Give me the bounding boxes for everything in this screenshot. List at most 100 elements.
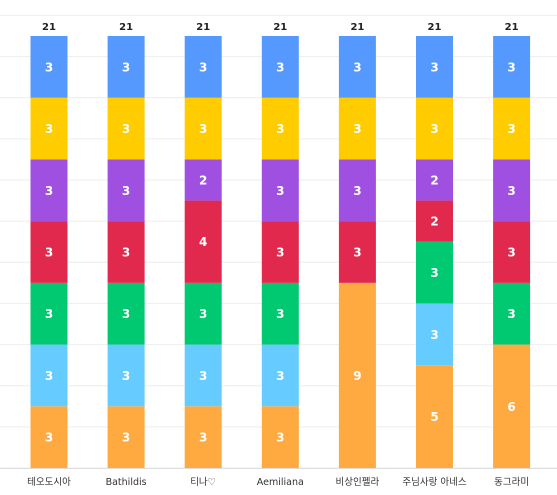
segment-value-label: 3: [122, 431, 130, 445]
segment-value-label: 3: [353, 184, 361, 198]
x-tick-label: Bathildis: [106, 477, 147, 488]
bar-segment: [338, 282, 376, 468]
segment-value-label: 3: [353, 60, 361, 74]
bar-segment: [184, 97, 222, 160]
bar-segment: [261, 221, 299, 283]
total-label: 21: [42, 22, 56, 33]
segment-value-label: 2: [430, 215, 438, 229]
total-label: 21: [273, 22, 287, 33]
segment-value-label: 3: [276, 246, 284, 260]
bar-segment: [338, 159, 376, 222]
bars: 3333333213333333213334233213333333219333…: [30, 22, 531, 468]
total-label: 21: [505, 22, 519, 33]
segment-value-label: 3: [45, 60, 53, 74]
bar-segment: [416, 241, 453, 304]
segment-value-label: 3: [122, 369, 130, 383]
x-tick-label: 주님사랑 아네스: [402, 476, 466, 488]
bar-segment: [493, 282, 531, 345]
segment-value-label: 3: [45, 307, 53, 321]
segment-value-label: 3: [430, 328, 438, 342]
total-label: 21: [196, 22, 210, 33]
bar-stack: 3 3 3 3 3 3 3 21: [30, 22, 68, 468]
segment-value-label: 3: [276, 60, 284, 74]
bar-segment: [338, 221, 376, 283]
segment-value-label: 2: [430, 174, 438, 188]
bar-segment: [261, 282, 299, 345]
segment-value-label: 3: [430, 122, 438, 136]
total-label: 21: [350, 22, 364, 33]
bar-segment: [107, 344, 145, 407]
segment-value-label: 3: [276, 184, 284, 198]
bar-segment: [184, 282, 222, 345]
segment-value-label: 3: [199, 122, 207, 136]
bar-segment: [261, 97, 299, 160]
bar-segment: [30, 344, 68, 407]
segment-value-label: 3: [199, 369, 207, 383]
x-tick-label: Aemiliana: [257, 477, 304, 488]
bar-segment: [30, 36, 68, 98]
segment-value-label: 3: [199, 307, 207, 321]
segment-value-label: 3: [45, 122, 53, 136]
segment-value-label: 3: [353, 246, 361, 260]
segment-value-label: 3: [507, 184, 515, 198]
total-label: 21: [428, 22, 442, 33]
segment-value-label: 3: [45, 246, 53, 260]
segment-value-label: 6: [507, 400, 515, 414]
bar-segment: [493, 97, 531, 160]
bar-segment: [107, 97, 145, 160]
x-tick-label: 비상인펠라: [336, 476, 380, 488]
segment-value-label: 3: [122, 246, 130, 260]
segment-value-label: 2: [199, 174, 207, 188]
bar-segment: [107, 36, 145, 98]
bar-segment: [184, 406, 222, 468]
bar-segment: [338, 36, 376, 98]
segment-value-label: 3: [507, 122, 515, 136]
bar-segment: [30, 97, 68, 160]
segment-value-label: 9: [353, 369, 361, 383]
bar-segment: [30, 406, 68, 468]
segment-value-label: 3: [276, 431, 284, 445]
bar-segment: [493, 159, 531, 222]
bar-segment: [338, 97, 376, 160]
bar-stack: 3 3 3 4 2 3 3 21: [184, 22, 222, 468]
bar-segment: [416, 159, 453, 201]
segment-value-label: 3: [430, 266, 438, 280]
segment-value-label: 3: [276, 369, 284, 383]
bar-segment: [261, 36, 299, 98]
bar-segment: [184, 36, 222, 98]
segment-value-label: 4: [199, 235, 207, 249]
segment-value-label: 3: [276, 307, 284, 321]
bar-segment: [493, 221, 531, 283]
bar-segment: [416, 303, 453, 366]
bar-segment: [416, 36, 453, 98]
bar-segment: [107, 159, 145, 222]
bar-segment: [493, 344, 531, 468]
segment-value-label: 3: [199, 60, 207, 74]
segment-value-label: 3: [507, 307, 515, 321]
segment-value-label: 3: [122, 184, 130, 198]
segment-value-label: 3: [507, 246, 515, 260]
segment-value-label: 3: [199, 431, 207, 445]
segment-value-label: 3: [353, 122, 361, 136]
bar-segment: [184, 344, 222, 407]
segment-value-label: 3: [276, 122, 284, 136]
total-label: 21: [119, 22, 133, 33]
bar-segment: [493, 36, 531, 98]
segment-value-label: 3: [507, 60, 515, 74]
bar-segment: [30, 159, 68, 222]
segment-value-label: 3: [122, 122, 130, 136]
bar-stack: 5 3 3 2 2 3 3 21: [416, 22, 453, 468]
bar-segment: [30, 282, 68, 345]
bar-segment: [107, 221, 145, 283]
bar-segment: [30, 221, 68, 283]
bar-segment: [261, 344, 299, 407]
segment-value-label: 3: [122, 60, 130, 74]
bar-segment: [184, 159, 222, 201]
x-tick-label: 티나♡: [190, 477, 216, 488]
segment-value-label: 3: [45, 369, 53, 383]
bar-segment: [184, 200, 222, 283]
segment-value-label: 5: [430, 410, 438, 424]
segment-value-label: 3: [45, 431, 53, 445]
